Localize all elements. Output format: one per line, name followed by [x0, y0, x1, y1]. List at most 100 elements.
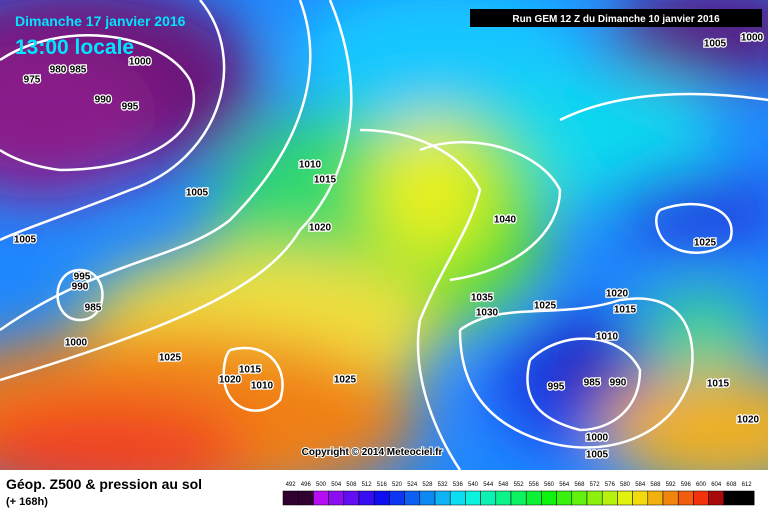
isobar-label: 1005 — [186, 188, 209, 199]
colorbar-label: 504 — [331, 482, 342, 488]
colorbar-swatch — [389, 490, 405, 506]
colorbar-swatch — [647, 490, 664, 506]
isobar-label: 1025 — [534, 301, 557, 312]
isobar-label: 1005 — [586, 450, 609, 461]
colorbar-swatch — [328, 490, 345, 506]
isobar-label: 1025 — [334, 375, 357, 386]
colorbar-swatch — [556, 490, 573, 506]
isobar-label: 995 — [548, 382, 565, 393]
colorbar-label: 600 — [696, 482, 707, 488]
colorbar-swatch — [373, 490, 390, 506]
colorbar-label: 524 — [407, 482, 418, 488]
colorbar-label: 596 — [681, 482, 692, 488]
isobar-label: 985 — [85, 303, 102, 314]
isobar-label: 1015 — [314, 175, 337, 186]
colorbar-swatch — [617, 490, 633, 506]
colorbar-label: 536 — [453, 482, 464, 488]
colorbar-swatch — [480, 490, 497, 506]
isobar-label: 1020 — [309, 223, 332, 234]
isobar-label: 1020 — [606, 289, 629, 300]
run-box — [470, 9, 762, 27]
colorbar-label: 540 — [468, 482, 479, 488]
colorbar-swatch — [541, 490, 557, 506]
isobar-label: 1000 — [65, 338, 88, 349]
isobar-label: 1035 — [471, 293, 494, 304]
colorbar-label: 520 — [392, 482, 403, 488]
colorbar: 492 496 500 504 508 512 516 520 524 528 532 536 540 5… — [282, 482, 755, 506]
isobar-label: 1005 — [14, 235, 37, 246]
colorbar-swatch — [525, 490, 542, 506]
colorbar-swatch — [343, 490, 360, 506]
colorbar-label: 552 — [514, 482, 525, 488]
colorbar-swatch — [297, 490, 314, 506]
colorbar-label: 576 — [605, 482, 616, 488]
isobar-label: 1020 — [219, 375, 242, 386]
colorbar-swatch — [313, 490, 329, 506]
colorbar-swatch — [723, 490, 740, 506]
colorbar-label: 604 — [711, 482, 722, 488]
footer-subtitle: (+ 168h) — [6, 496, 48, 508]
colorbar-swatch — [586, 490, 603, 506]
colorbar-label: 544 — [483, 482, 494, 488]
colorbar-label: 612 — [742, 482, 753, 488]
isobar-label: 1000 — [129, 57, 152, 68]
colorbar-swatch — [404, 490, 421, 506]
isobar-label: 990 — [95, 95, 112, 106]
isobar-label: 990 — [72, 282, 89, 293]
isobar-label: 1005 — [704, 39, 727, 50]
colorbar-swatch — [495, 490, 512, 506]
colorbar-swatch — [601, 490, 618, 506]
isobar-label: 1010 — [299, 160, 322, 171]
colorbar-label: 560 — [544, 482, 555, 488]
copyright: Copyright © 2014 Meteociel.fr — [302, 447, 443, 458]
isobar-label: 985 — [584, 378, 601, 389]
colorbar-label: 516 — [377, 482, 388, 488]
isobar-label: 985 — [70, 65, 87, 76]
isobar-label: 1040 — [494, 215, 517, 226]
isobar-label: 995 — [122, 102, 139, 113]
isobar-label: 1030 — [476, 308, 499, 319]
colorbar-label: 608 — [726, 482, 737, 488]
isobar-label: 1015 — [614, 305, 637, 316]
isobar-label: 1020 — [737, 415, 760, 426]
isobar-label: 995 — [74, 272, 91, 283]
colorbar-label: 528 — [422, 482, 433, 488]
footer-title: Géop. Z500 & pression au sol — [6, 476, 202, 492]
colorbar-swatch — [693, 490, 709, 506]
colorbar-swatch — [465, 490, 481, 506]
colorbar-swatch — [282, 490, 299, 506]
colorbar-label: 492 — [286, 482, 297, 488]
colorbar-label: 500 — [316, 482, 327, 488]
colorbar-label: 496 — [301, 482, 312, 488]
isobar-label: 1000 — [586, 433, 609, 444]
colorbar-swatch — [434, 490, 451, 506]
colorbar-label: 584 — [635, 482, 646, 488]
colorbar-label: 508 — [346, 482, 357, 488]
colorbar-label: 568 — [574, 482, 585, 488]
colorbar-swatch — [358, 490, 375, 506]
colorbar-label: 548 — [498, 482, 509, 488]
colorbar-swatch — [662, 490, 679, 506]
isobar-label: 1010 — [251, 381, 274, 392]
isobar-label: 1025 — [159, 353, 182, 364]
isobar-label: 990 — [610, 378, 627, 389]
isobars — [0, 0, 768, 470]
isobar-label: 1010 — [596, 332, 619, 343]
colorbar-label: 564 — [559, 482, 570, 488]
isobar-label: 980 — [50, 65, 67, 76]
colorbar-swatch — [510, 490, 527, 506]
colorbar-label: 588 — [650, 482, 661, 488]
colorbar-label: 580 — [620, 482, 631, 488]
colorbar-label: 592 — [666, 482, 677, 488]
colorbar-swatch — [632, 490, 649, 506]
isobar-label: 1015 — [707, 379, 730, 390]
colorbar-swatch — [449, 490, 466, 506]
isobar-label: 975 — [24, 75, 41, 86]
colorbar-swatch — [571, 490, 588, 506]
isobar-label: 1025 — [694, 238, 717, 249]
date-label: Dimanche 17 janvier 2016 — [15, 13, 186, 29]
